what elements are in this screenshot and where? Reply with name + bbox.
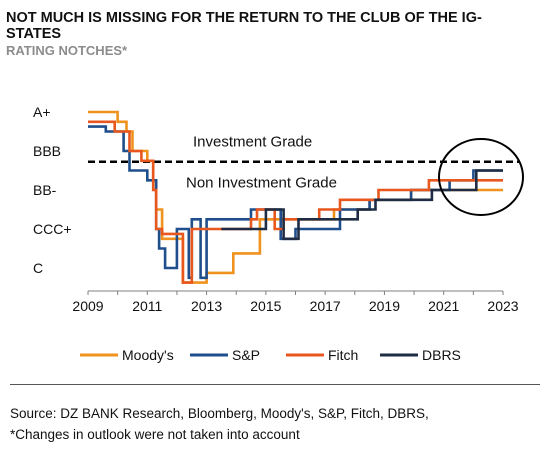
legend-sp-label: S&P [232,347,260,363]
highlight-circle [438,138,524,216]
y-tick-label: CCC+ [33,221,72,237]
non-investment-grade-label: Non Investment Grade [186,175,337,192]
y-tick-label: BBB [33,143,61,159]
legend-fitch-label: Fitch [328,347,358,363]
chart-footer: Source: DZ BANK Research, Bloomberg, Moo… [10,403,429,445]
dbrs-line [221,169,503,241]
source-note: Source: DZ BANK Research, Bloomberg, Moo… [10,406,429,421]
legend-moodys-label: Moody's [122,347,174,363]
legend-dbrs-label: DBRS [422,347,461,363]
x-tick-label: 2023 [487,298,518,314]
x-tick-label: 2013 [191,298,222,314]
investment-grade-label: Investment Grade [193,134,312,151]
x-tick-label: 2011 [132,298,162,314]
y-tick-label: BB- [33,182,57,198]
x-tick-label: 2015 [250,298,281,314]
footer-separator [10,384,540,385]
x-tick-label: 2019 [369,298,400,314]
y-tick-label: C [33,260,43,276]
rating-chart: 2009 2011 2013 2015 2017 2019 2021 2023 A+ BBB BB-… [33,104,524,363]
y-tick-label: A+ [33,104,51,120]
x-tick-label: 2021 [428,298,459,314]
chart-title: NOT MUCH IS MISSING FOR THE RETURN TO TH… [6,10,482,42]
chart-subtitle: RATING NOTCHES* [6,43,128,58]
x-tick-label: 2009 [72,298,103,314]
x-tick-label: 2017 [310,298,341,314]
outlook-note: *Changes in outlook were not taken into … [10,427,300,442]
